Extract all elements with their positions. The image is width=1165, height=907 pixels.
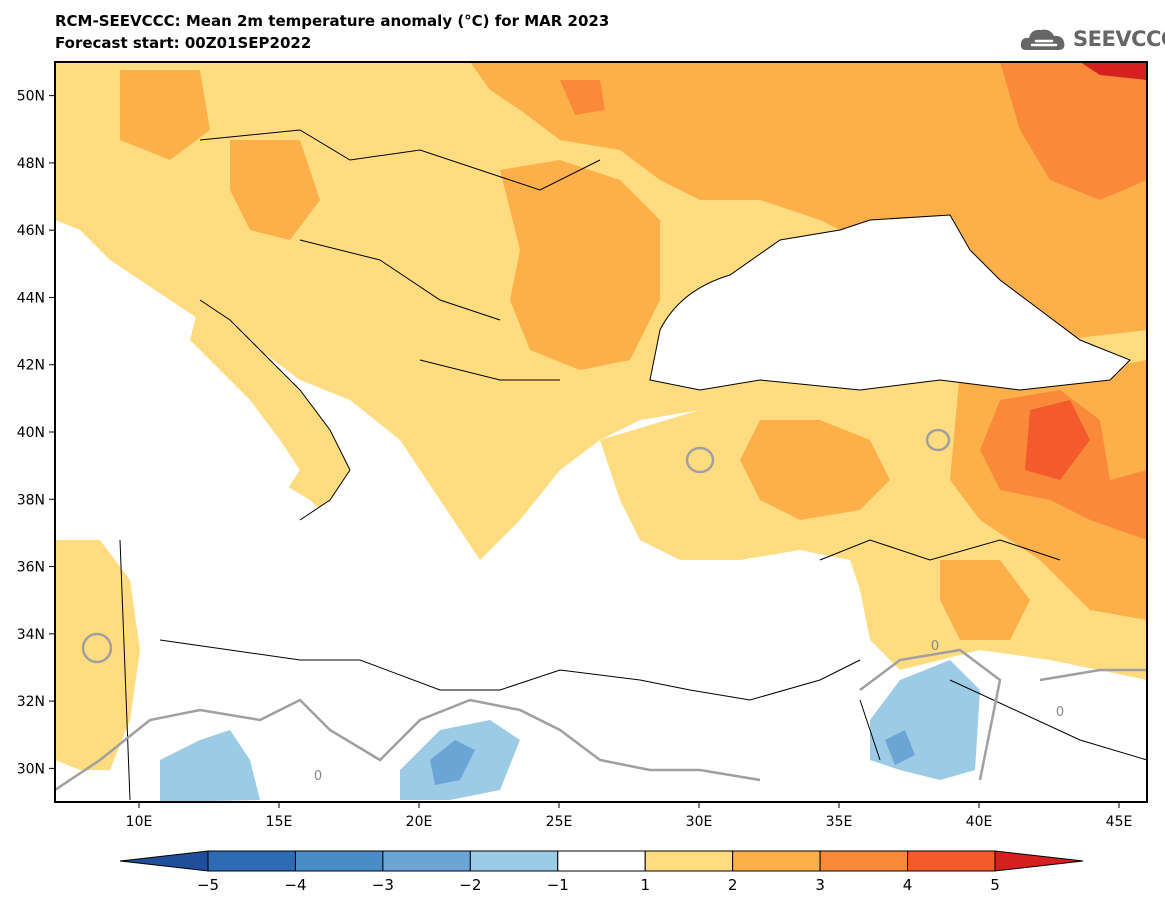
- lat-tick-label: 36N: [17, 560, 45, 576]
- zero-contour-turkey: [685, 446, 715, 474]
- anomaly-neg2-jordan: [885, 730, 915, 765]
- colorbar-label: 1: [640, 876, 650, 894]
- colorbar-label: 2: [728, 876, 738, 894]
- lat-tick-label: 42N: [17, 358, 45, 374]
- mediterranean-sea: [150, 380, 870, 700]
- zero-contour-tunisia: [81, 632, 113, 664]
- colorbar-cell: [469, 850, 559, 872]
- anomaly-neg2-libya: [430, 740, 475, 785]
- colorbar-extend-high: [994, 850, 1084, 872]
- coastline-africa: [159, 639, 861, 701]
- colorbar-cell: [557, 850, 646, 872]
- logo-text: SEEVCCC: [1073, 27, 1165, 51]
- colorbar-label: −4: [284, 876, 306, 894]
- colorbar-cell: [907, 850, 996, 872]
- colorbar-label: −1: [547, 876, 569, 894]
- colorbar-cell: [732, 850, 821, 872]
- lat-tick-label: 40N: [17, 425, 45, 441]
- colorbar-label: −3: [372, 876, 394, 894]
- colorbar-cell: [644, 850, 734, 872]
- lon-tick-label: 20E: [406, 814, 433, 830]
- lon-tick-label: 40E: [966, 814, 993, 830]
- colorbar-cell: [382, 850, 471, 872]
- anomaly-3-4-russia: [1000, 62, 1147, 200]
- anomaly-2-3-alps: [120, 70, 210, 160]
- contour-label: 0: [931, 639, 939, 654]
- lon-tick-label: 35E: [826, 814, 853, 830]
- anomaly-2-3-syria: [940, 560, 1030, 640]
- lat-tick-label: 48N: [17, 156, 45, 172]
- zero-contour-east: [1039, 668, 1147, 682]
- lat-tick-label: 34N: [17, 627, 45, 643]
- contour-label: 0: [1056, 705, 1064, 720]
- lat-tick-label: 32N: [17, 694, 45, 710]
- coastline-black-sea: [649, 214, 1131, 391]
- lon-tick-label: 30E: [686, 814, 713, 830]
- colorbar-label: −2: [459, 876, 481, 894]
- black-sea: [650, 215, 1130, 390]
- colorbar-extend-low: [119, 850, 209, 872]
- anomaly-neg-libya-west: [160, 730, 260, 802]
- lon-tick-label: 15E: [266, 814, 293, 830]
- longitude-axis: 10E 15E 20E 25E 30E 35E 40E 45E: [126, 802, 1133, 830]
- latitude-axis: 50N 48N 46N 44N 42N 40N 38N 36N 34N 32N 30N: [17, 89, 55, 777]
- anomaly-2-3-romania: [500, 160, 660, 370]
- colorbar-cell: [207, 850, 296, 872]
- contour-label: 0: [314, 769, 322, 784]
- border-lines: [119, 129, 1147, 801]
- lon-tick-label: 45E: [1106, 814, 1133, 830]
- anomaly-1-2-tunisia: [55, 540, 140, 770]
- anomaly-4-5-russia: [1080, 62, 1147, 80]
- anomaly-2-3-turkey: [740, 420, 890, 520]
- zero-contour-turkey-east: [925, 428, 951, 452]
- lat-tick-label: 50N: [17, 89, 45, 105]
- coastline-italy: [199, 299, 351, 521]
- colorbar-cell: [294, 850, 384, 872]
- cloud-logo-icon: [1020, 29, 1065, 50]
- lon-tick-label: 10E: [126, 814, 153, 830]
- forecast-start: Forecast start: 00Z01SEP2022: [55, 34, 312, 52]
- anomaly-1-2-italy: [190, 300, 350, 520]
- colorbar-cell: [819, 850, 909, 872]
- anomaly-4-5-armenia: [1025, 400, 1090, 480]
- zero-contour-africa: [55, 698, 761, 792]
- colorbar-label: 4: [903, 876, 913, 894]
- zero-contour-levant: [859, 648, 1002, 781]
- lat-tick-label: 38N: [17, 492, 45, 508]
- colorbar-label: −5: [197, 876, 219, 894]
- anomaly-2-3-austria: [230, 140, 320, 240]
- colorbar-label: 5: [990, 876, 1000, 894]
- lon-tick-label: 25E: [546, 814, 573, 830]
- lat-tick-label: 44N: [17, 290, 45, 306]
- colorbar-label: 3: [815, 876, 825, 894]
- map-title: RCM-SEEVCCC: Mean 2m temperature anomaly…: [55, 12, 610, 30]
- anomaly-3-4-romania: [560, 80, 605, 115]
- lat-tick-label: 30N: [17, 761, 45, 777]
- lat-tick-label: 46N: [17, 223, 45, 239]
